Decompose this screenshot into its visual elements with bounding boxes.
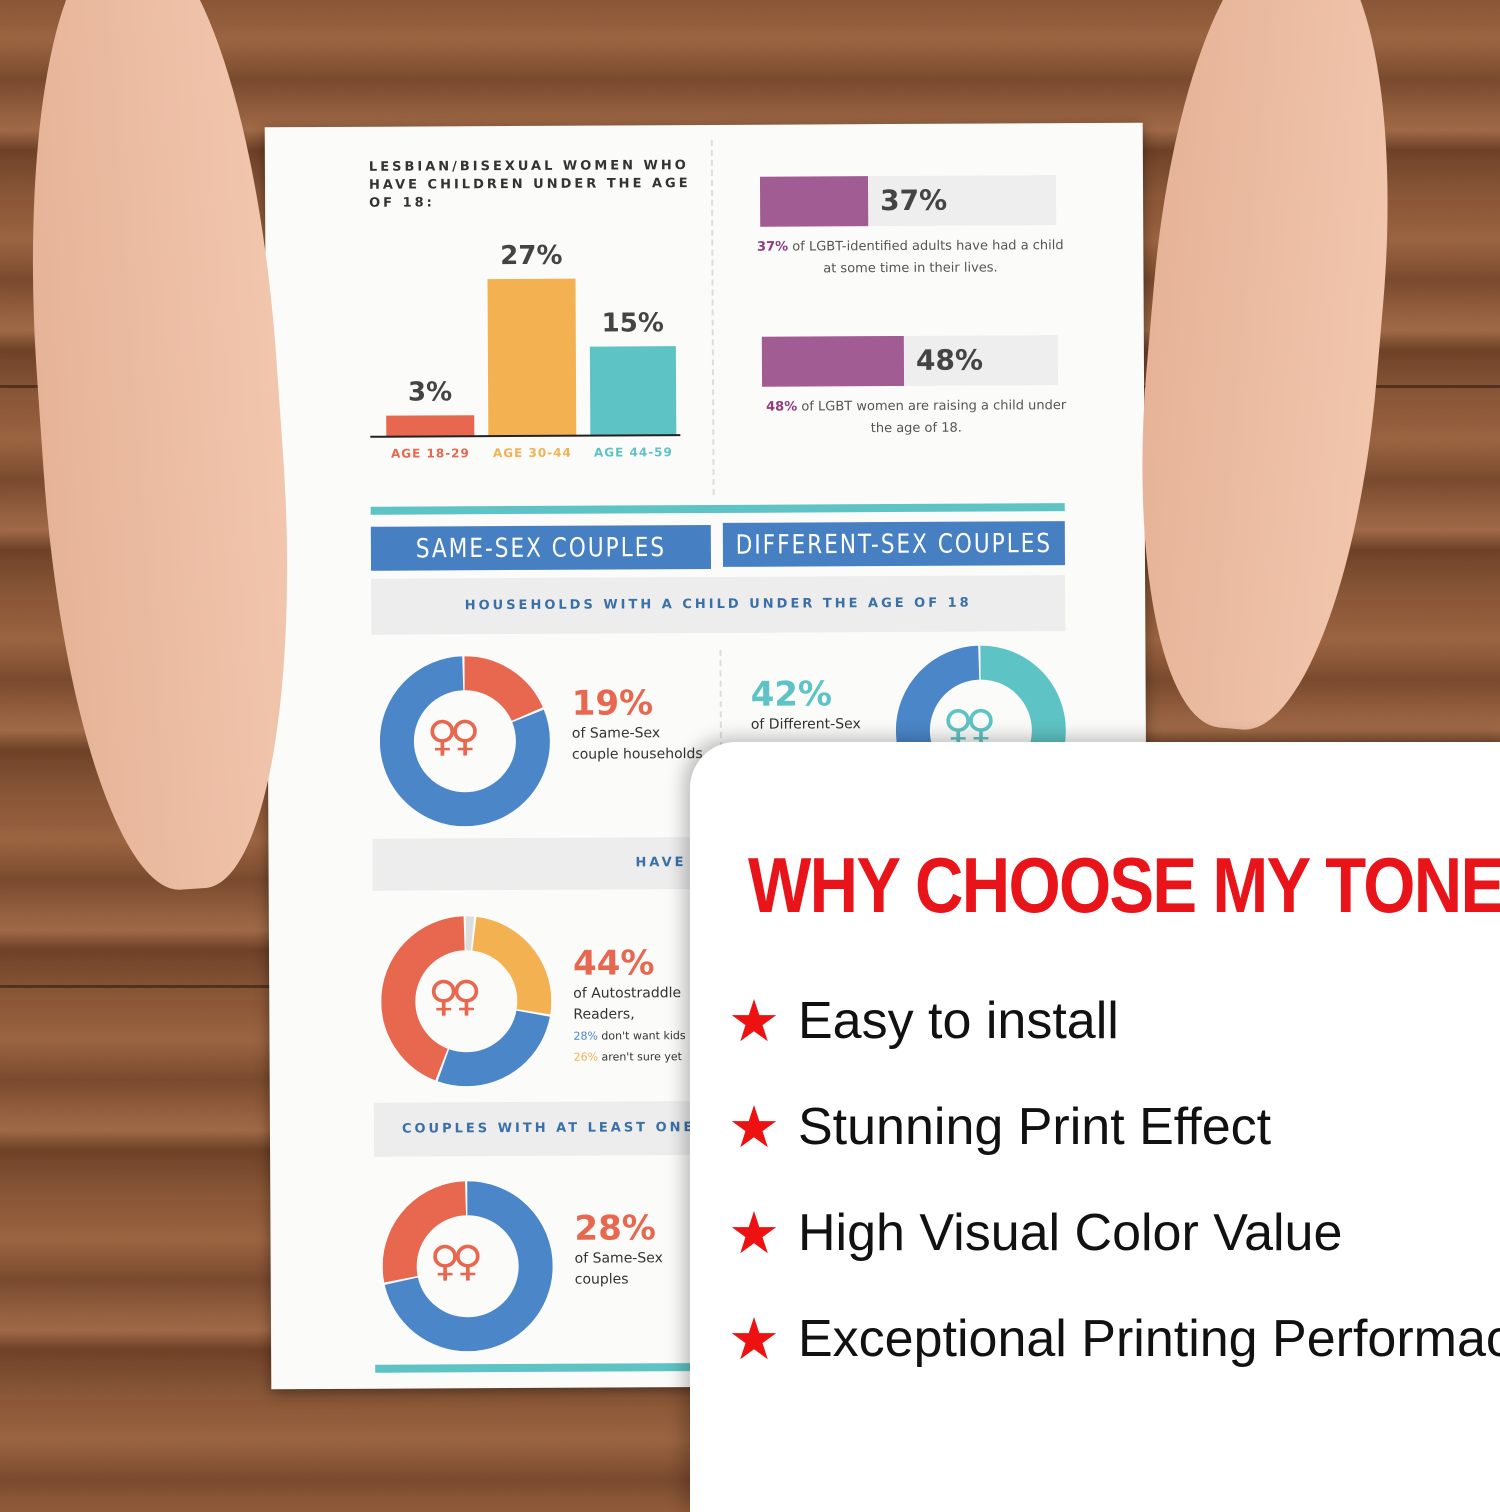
caption-pct: 37% [756, 239, 789, 255]
stat-bar-label: 37% [880, 183, 948, 218]
donut-segment [381, 916, 552, 1087]
card-title: WHY CHOOSE MY TONER [748, 841, 1500, 929]
feature-item: ★ Easy to install [728, 987, 1119, 1055]
stat-bar-fill [759, 176, 869, 227]
bar-category-label: AGE 44-59 [593, 445, 673, 460]
venus-symbols-icon: ♀♀ [426, 711, 473, 761]
bar-age-30-44 [487, 278, 577, 437]
feature-card: WHY CHOOSE MY TONER ★ Easy to install ★ … [690, 742, 1500, 1512]
star-icon: ★ [728, 989, 780, 1054]
bar-value-label: 27% [500, 240, 563, 272]
donut-chart [382, 1181, 553, 1352]
section-header: HOUSEHOLDS WITH A CHILD UNDER THE AGE OF… [371, 575, 1066, 635]
star-icon: ★ [728, 1201, 780, 1266]
donut-segment [382, 1181, 553, 1352]
feature-label: Exceptional Printing Performace [798, 1310, 1500, 1368]
caption-text: of LGBT women are raising a child under … [797, 398, 1067, 437]
stat-bar-label: 48% [915, 343, 984, 377]
venus-symbols-icon: ♀♀ [429, 1236, 476, 1286]
donut-text: 19% of Same-Sex couple households [572, 683, 722, 766]
note-text: don't want kids [597, 1029, 686, 1043]
stat-caption: 48% of LGBT women are raising a child un… [761, 395, 1071, 441]
donut-segment [382, 1181, 553, 1352]
donut-segment [381, 916, 552, 1087]
donut-desc: of Same-Sex [571, 725, 661, 742]
donut-segment [379, 656, 550, 827]
same-sex-header: SAME-SEX COUPLES [370, 524, 712, 571]
feature-label: High Visual Color Value [798, 1204, 1343, 1262]
bar-chart-baseline [370, 434, 681, 438]
feature-item: ★ High Visual Color Value [728, 1199, 1342, 1267]
bar-age-44-59 [589, 346, 677, 436]
donut-segment [379, 656, 550, 827]
note-text: aren't sure yet [597, 1050, 682, 1064]
star-icon: ★ [728, 1307, 780, 1372]
different-sex-header: DIFFERENT-SEX COUPLES [722, 521, 1066, 567]
feature-item: ★ Stunning Print Effect [728, 1093, 1271, 1161]
bar-value-label: 3% [407, 377, 453, 408]
right-hand [1116, 0, 1414, 739]
bar-chart-title: LESBIAN/BISEXUAL WOMEN WHO HAVE CHILDREN… [368, 158, 691, 211]
caption-pct: 48% [766, 399, 798, 415]
infographic-sheet: LESBIAN/BISEXUAL WOMEN WHO HAVE CHILDREN… [264, 122, 1150, 1390]
bar-chart: 3% AGE 18-29 27% AGE 30-44 15% AGE 44-59 [369, 225, 680, 461]
caption-text: of LGBT-identified adults have had a chi… [788, 238, 1064, 277]
donut-pct: 42% [750, 674, 833, 715]
donut-pct: 19% [571, 683, 654, 724]
teal-rule [370, 503, 1065, 515]
donut-desc: of Different-Sex [750, 716, 861, 733]
venus-symbols-icon: ♀♀ [428, 971, 474, 1021]
bar-category-label: AGE 18-29 [390, 446, 470, 461]
feature-label: Stunning Print Effect [798, 1098, 1272, 1156]
donut-chart [379, 656, 550, 827]
donut-text: 42% of Different-Sex [751, 674, 901, 736]
stat-bar-48: 48% [761, 335, 1059, 387]
star-icon: ★ [728, 1095, 780, 1160]
bar-category-label: AGE 30-44 [492, 445, 572, 461]
note-pct: 26% [573, 1050, 599, 1064]
donut-chart [381, 916, 552, 1087]
feature-label: Easy to install [798, 992, 1119, 1050]
stat-bar-fill [761, 335, 905, 387]
note-pct: 28% [573, 1029, 598, 1043]
divider [710, 139, 715, 495]
feature-item: ★ Exceptional Printing Performace [728, 1305, 1500, 1373]
donut-segment [381, 916, 552, 1087]
bar-age-18-29 [386, 415, 475, 437]
donut-segment [895, 645, 1066, 816]
stat-caption: 37% of LGBT-identified adults have had a… [755, 235, 1065, 281]
stat-bar-37: 37% [759, 175, 1057, 227]
bar-value-label: 15% [601, 308, 664, 339]
